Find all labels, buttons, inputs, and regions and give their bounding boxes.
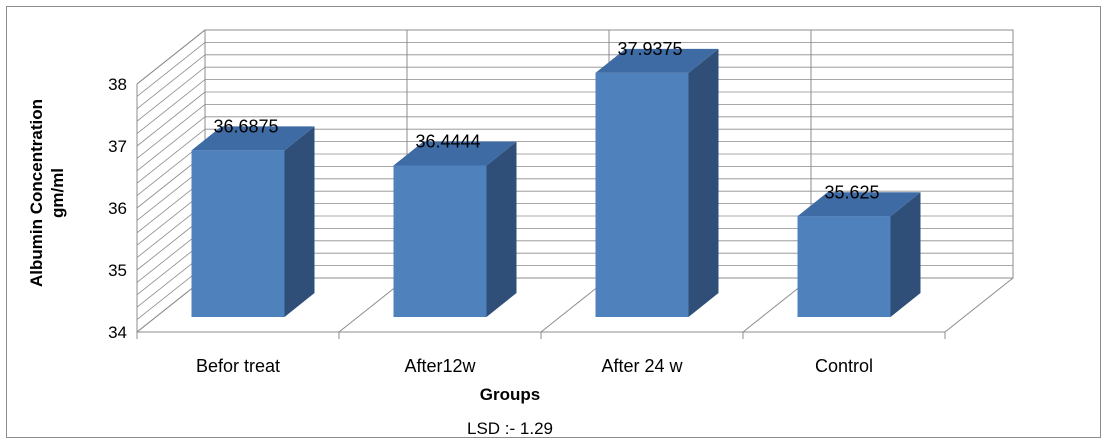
bar-after-24-w: [595, 48, 719, 317]
y-tick-labels: 34 35 36 37 38: [108, 75, 127, 342]
data-label: 37.9375: [617, 39, 682, 59]
bar-front: [191, 150, 285, 317]
x-category-label: Befor treat: [196, 356, 280, 376]
bar-side: [486, 141, 517, 317]
bar-front: [595, 72, 689, 317]
side-gridline: [136, 91, 206, 147]
bar-top: [797, 192, 921, 217]
bar-side: [688, 48, 719, 317]
x-category-label: After12w: [404, 356, 476, 376]
y-tick-label: 34: [108, 323, 127, 342]
side-gridline: [136, 104, 206, 159]
data-labels: 36.6875 36.4444 37.9375 35.625: [213, 39, 879, 202]
bar-top: [191, 126, 315, 151]
y-tick-label: 37: [108, 137, 127, 156]
side-gridline: [136, 42, 206, 97]
bar-side: [284, 126, 315, 317]
bar-after12w: [393, 141, 517, 317]
y-axis-title-line1: Albumin Concentration: [27, 99, 46, 287]
y-tick-label: 36: [108, 199, 127, 218]
bar-top: [595, 48, 719, 73]
side-gridline: [136, 116, 206, 172]
bar-front: [393, 165, 487, 317]
bar-top: [393, 141, 517, 166]
data-label: 36.6875: [213, 116, 278, 136]
x-axis-title: Groups: [480, 385, 540, 404]
y-tick-label: 35: [108, 261, 127, 280]
side-gridline: [136, 79, 206, 134]
x-category-labels: Befor treat After12w After 24 w Control: [196, 356, 873, 376]
side-gridline: [136, 128, 206, 184]
bar-befor-treat: [191, 126, 315, 317]
x-category-label: Control: [815, 356, 873, 376]
data-label: 35.625: [824, 182, 879, 202]
y-axis-title-line2: gm/ml: [48, 168, 67, 218]
bar-side: [890, 192, 921, 317]
bar-control: [797, 192, 921, 317]
y-axis: [136, 29, 946, 339]
data-label: 36.4444: [415, 131, 480, 151]
lsd-note: LSD :- 1.29: [467, 419, 553, 438]
side-gridline: [136, 66, 206, 122]
floor-divider: [944, 277, 1014, 333]
bar-front: [797, 216, 891, 317]
y-tick-label: 38: [108, 75, 127, 94]
y-axis-top-edge: [136, 29, 206, 85]
bars: [191, 48, 921, 317]
side-gridline: [136, 54, 206, 110]
x-category-label: After 24 w: [601, 356, 683, 376]
